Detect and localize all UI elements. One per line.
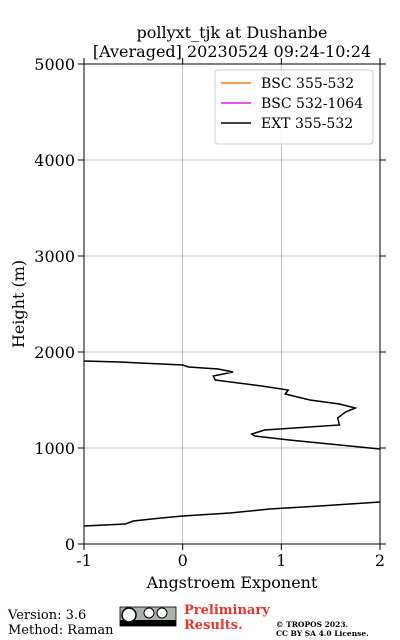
chart-title: pollyxt_tjk at Dushanbe — [136, 23, 327, 42]
x-axis-label: Angstroem Exponent — [146, 573, 318, 592]
version: Version: 3.6 — [7, 608, 86, 623]
legend-label: EXT 355-532 — [261, 116, 353, 132]
legend-label: BSC 355-532 — [261, 76, 354, 92]
method: Method: Raman — [8, 623, 114, 638]
x-tick-label: -1 — [76, 551, 92, 570]
status: Preliminary Results. — [184, 603, 274, 633]
y-tick-label: 5000 — [34, 55, 75, 74]
cc-logo — [119, 606, 177, 627]
y-tick-label: 0 — [65, 535, 75, 554]
x-tick-label: 0 — [178, 551, 188, 570]
chart-subtitle: [Averaged] 20230524 09:24-10:24 — [93, 42, 371, 61]
status-text: Preliminary — [184, 603, 270, 618]
license: CC BY SA 4.0 License. — [276, 629, 369, 638]
x-tick-label: 2 — [375, 551, 385, 570]
x-tick-label: 1 — [276, 551, 286, 570]
data-line — [83, 360, 381, 527]
legend-box — [214, 69, 374, 145]
y-tick-label: 2000 — [34, 343, 75, 362]
y-tick-label: 4000 — [34, 151, 75, 170]
y-tick-label: 1000 — [34, 439, 75, 458]
y-axis-label: Height (m) — [9, 260, 28, 348]
y-tick-label: 3000 — [34, 247, 75, 266]
plot-frame — [83, 63, 381, 545]
copyright: © TROPOS 2023. — [276, 620, 348, 629]
legend-label: BSC 532-1064 — [261, 96, 363, 112]
status-text-line2: Results. — [184, 618, 243, 633]
